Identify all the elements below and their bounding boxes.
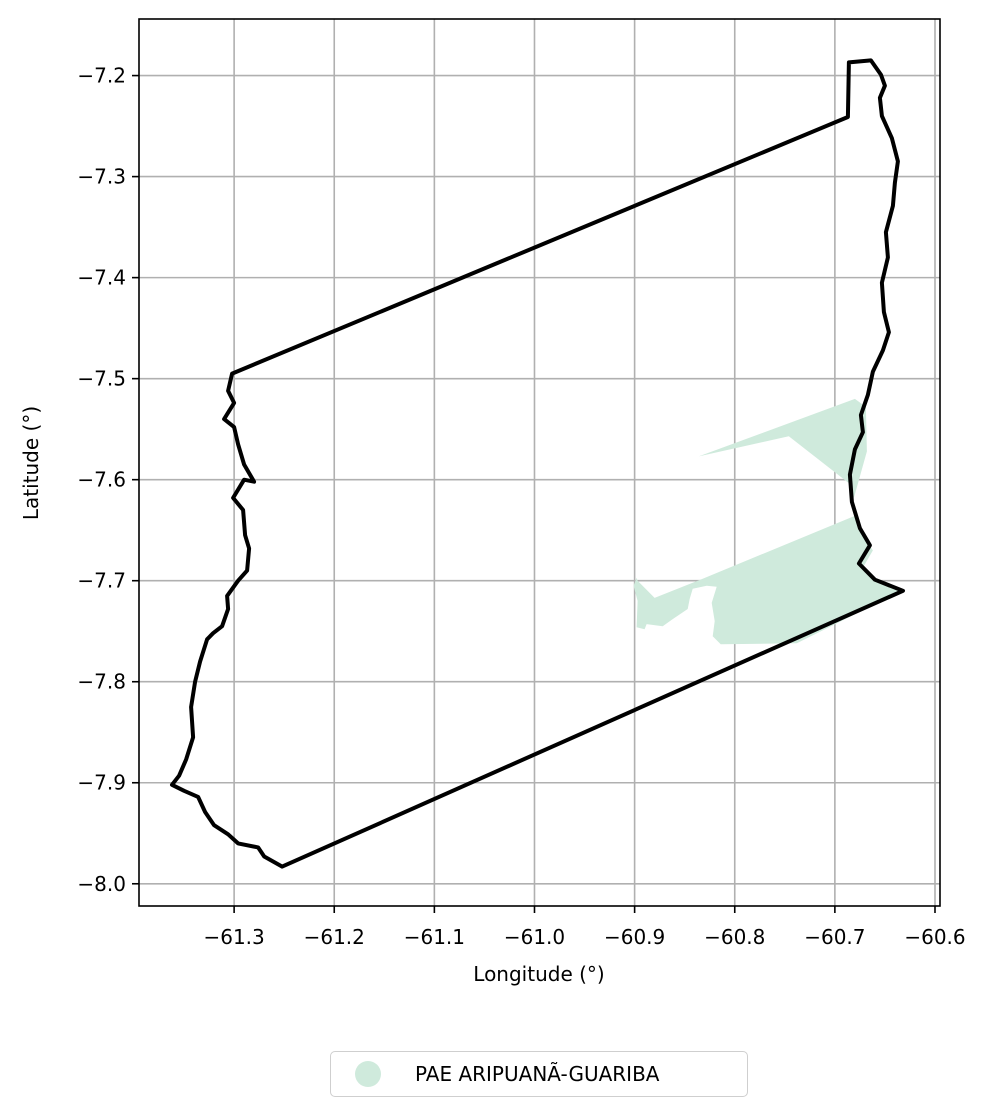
y-tick-label: −7.8: [77, 670, 126, 694]
map-figure: −61.3 −61.2 −61.1 −61.0 −60.9 −60.8 −60.7 −60.6…: [19, 18, 966, 986]
x-axis-title: Longitude (°): [473, 962, 604, 986]
y-axis-title: Latitude (°): [19, 406, 43, 520]
plot-frame: [138, 18, 941, 907]
region-fills: [633, 398, 902, 645]
boundary-layer: [170, 58, 905, 869]
y-tick-label: −7.2: [77, 64, 126, 88]
x-tick-label: −61.1: [404, 925, 465, 949]
y-tick-label: −7.6: [77, 468, 126, 492]
x-tick-label: −60.8: [704, 925, 765, 949]
x-tick-label: −60.6: [904, 925, 965, 949]
y-tick-label: −7.9: [77, 771, 126, 795]
x-tick-label: −61.2: [304, 925, 365, 949]
legend-marker-pae-aripuana-guariba: [355, 1061, 381, 1087]
y-tick-label: −7.4: [77, 266, 126, 290]
x-tick-label: −60.7: [804, 925, 865, 949]
grid-lines: [139, 19, 940, 906]
x-tick-label: −61.3: [203, 925, 264, 949]
legend-label: PAE ARIPUANÃ-GUARIBA: [415, 1062, 660, 1086]
y-tick-label: −7.7: [77, 569, 126, 593]
x-tick-label: −60.9: [604, 925, 665, 949]
pae-aripuana-guariba-area: [698, 398, 867, 498]
study-area-boundary: [170, 58, 905, 869]
y-tick-label: −7.3: [77, 165, 126, 189]
legend: PAE ARIPUANÃ-GUARIBA: [330, 1051, 748, 1097]
y-tick-label: −8.0: [77, 872, 126, 896]
x-tick-label: −61.0: [504, 925, 565, 949]
axis-ticks: −61.3 −61.2 −61.1 −61.0 −60.9 −60.8 −60.7 −60.6…: [77, 64, 965, 949]
y-tick-label: −7.5: [77, 367, 126, 391]
pae-aripuana-guariba-area: [633, 515, 902, 645]
